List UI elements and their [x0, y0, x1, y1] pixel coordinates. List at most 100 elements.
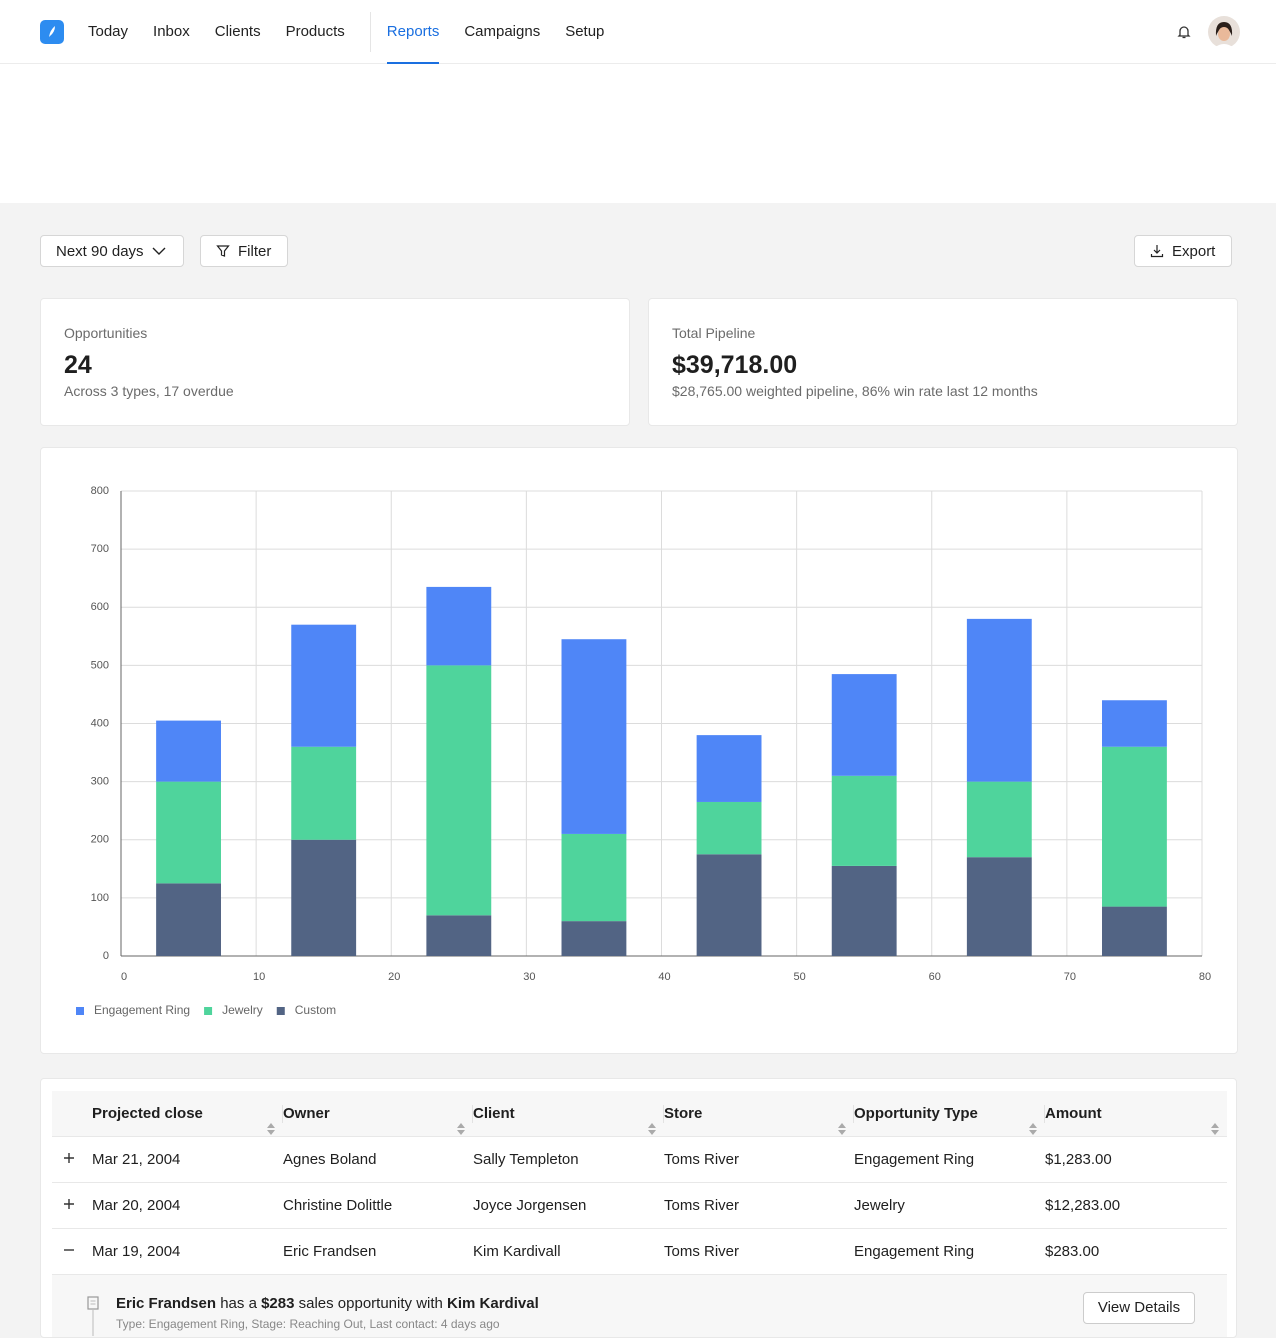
bar-segment — [156, 781, 221, 884]
stat-subtitle: $28,765.00 weighted pipeline, 86% win ra… — [672, 383, 1038, 399]
x-tick-label: 20 — [388, 971, 400, 983]
logo[interactable] — [40, 20, 64, 44]
range-dropdown[interactable]: Next 90 days — [40, 235, 184, 267]
table-cell: Engagement Ring — [854, 1151, 975, 1168]
nav-divider — [369, 12, 371, 52]
table-cell: $12,283.00 — [1045, 1197, 1121, 1214]
y-tick-label: 800 — [91, 485, 109, 497]
bar-segment — [966, 857, 1032, 956]
bar-segment — [966, 781, 1032, 858]
table-cell: Kim Kardivall — [473, 1243, 561, 1260]
x-tick-label: 40 — [658, 971, 670, 983]
view-details-button[interactable]: View Details — [1083, 1292, 1195, 1324]
legend-swatch — [276, 1007, 285, 1015]
table-cell: Mar 21, 2004 — [92, 1151, 181, 1168]
bar-segment — [966, 618, 1032, 782]
table-row[interactable]: Mar 21, 2004 Agnes Boland Sally Templeton T… — [52, 1137, 1227, 1183]
sort-icon — [838, 1108, 846, 1154]
header-cell[interactable]: Client — [473, 1091, 664, 1137]
x-tick-label: 10 — [253, 971, 265, 983]
nav-link[interactable]: Clients — [214, 23, 261, 40]
bar-segment — [426, 665, 492, 916]
toggle-icon — [64, 1153, 74, 1163]
bar-segment — [426, 586, 492, 666]
x-tick-label: 30 — [523, 971, 535, 983]
sort-arrows — [648, 1123, 656, 1135]
table-cell: Toms River — [664, 1243, 740, 1260]
sort-arrows — [838, 1123, 846, 1135]
filter-label: Filter — [238, 242, 272, 260]
table-cell: Agnes Boland — [283, 1151, 377, 1168]
x-tick-label: 50 — [794, 971, 806, 983]
table-cell: $283.00 — [1045, 1243, 1100, 1260]
header-cell[interactable]: Projected close — [92, 1091, 283, 1137]
stat-label: Opportunities — [64, 325, 148, 341]
filter-button[interactable]: Filter — [200, 235, 288, 267]
bar-segment — [831, 865, 897, 956]
y-tick-label: 200 — [91, 834, 109, 846]
sort-arrows — [1029, 1123, 1037, 1135]
header-cell[interactable]: Store — [664, 1091, 854, 1137]
bar-segment — [831, 775, 897, 866]
detail-text-part: has a — [216, 1295, 262, 1312]
table-cell: Mar 20, 2004 — [92, 1197, 181, 1214]
bar-segment — [426, 915, 492, 956]
detail-meta: Type: Engagement Ring, Stage: Reaching O… — [116, 1317, 500, 1331]
sort-arrows — [267, 1123, 275, 1135]
sort-icon — [1211, 1108, 1219, 1154]
detail-text-part: sales opportunity with — [294, 1295, 448, 1312]
stat-value: $39,718.00 — [672, 351, 798, 379]
nav-link[interactable]: Inbox — [153, 23, 190, 40]
stat-label: Total Pipeline — [672, 325, 756, 341]
detail-panel: Eric Frandsen has a $283 sales opportuni… — [52, 1275, 1227, 1337]
table-cell: Joyce Jorgensen — [473, 1197, 587, 1214]
x-tick-label: 80 — [1199, 971, 1211, 983]
nav-link[interactable]: Reports — [386, 0, 439, 64]
bar-segment — [561, 833, 627, 922]
y-tick-label: 400 — [91, 717, 109, 729]
header-cell[interactable]: Owner — [283, 1091, 473, 1137]
stat-card: Total Pipeline $39,718.00 $28,765.00 wei… — [648, 298, 1238, 426]
table-header: Projected close Owner Client Store Opportuni… — [52, 1091, 1227, 1137]
nav-link[interactable]: Products — [285, 23, 345, 40]
export-button[interactable]: Export — [1134, 235, 1232, 267]
table-cell: Toms River — [664, 1151, 740, 1168]
y-tick-label: 700 — [91, 543, 109, 555]
header-cell[interactable]: Opportunity Type — [854, 1091, 1045, 1137]
bar-segment — [1102, 700, 1167, 747]
toggle[interactable] — [52, 1197, 92, 1214]
bar-segment — [291, 839, 357, 956]
nav-link[interactable]: Campaigns — [464, 23, 541, 40]
column-divider — [282, 1105, 283, 1123]
toggle[interactable] — [52, 1243, 92, 1260]
table-card: Projected close Owner Client Store Opportuni… — [40, 1078, 1237, 1338]
table-cell: Mar 19, 2004 — [92, 1243, 181, 1260]
stat-subtitle: Across 3 types, 17 overdue — [64, 383, 234, 399]
column-divider — [853, 1105, 854, 1123]
table-cell: Sally Templeton — [473, 1151, 579, 1168]
nav-link[interactable]: Setup — [565, 23, 605, 40]
y-tick-label: 600 — [91, 601, 109, 613]
header-label: Amount — [1045, 1105, 1102, 1122]
toggle[interactable] — [52, 1151, 92, 1168]
table-row[interactable]: Mar 19, 2004 Eric Frandsen Kim Kardivall To… — [52, 1229, 1227, 1275]
bar-segment — [1102, 906, 1167, 956]
header-label: Store — [664, 1105, 703, 1122]
table-row[interactable]: Mar 20, 2004 Christine Dolittle Joyce Jorg… — [52, 1183, 1227, 1229]
sort-icon — [648, 1108, 656, 1154]
table-cell: Toms River — [664, 1197, 740, 1214]
bar-segment — [156, 720, 221, 782]
header-cell[interactable]: Amount — [1045, 1091, 1227, 1137]
detail-owner: Eric Frandsen — [116, 1295, 217, 1312]
nav-link[interactable]: Today — [88, 23, 129, 40]
bell-icon[interactable] — [1176, 24, 1192, 40]
sort-arrows — [1211, 1123, 1219, 1135]
header-label: Projected close — [92, 1105, 203, 1122]
nav-bar: Today Inbox Clients Products Reports Campaign… — [0, 0, 1276, 64]
stat-card: Opportunities 24 Across 3 types, 17 over… — [40, 298, 630, 426]
legend-swatch — [204, 1007, 213, 1015]
bar-segment — [696, 854, 762, 956]
avatar[interactable] — [1208, 16, 1240, 48]
legend-label: Jewelry — [222, 1003, 263, 1017]
